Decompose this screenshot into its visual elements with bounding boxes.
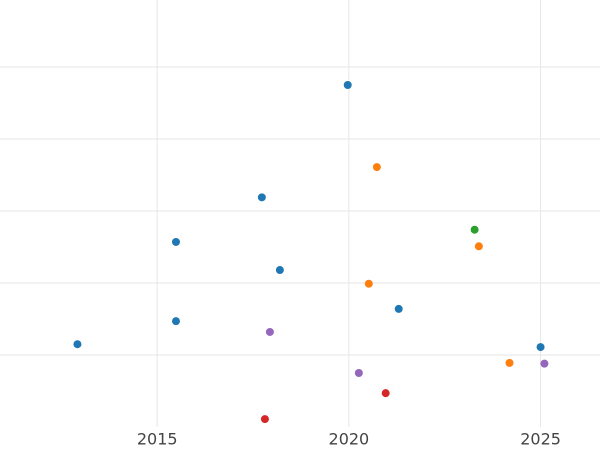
point	[265, 327, 274, 336]
point	[470, 225, 479, 234]
point	[474, 242, 483, 251]
point	[73, 340, 82, 349]
point	[354, 369, 363, 377]
point	[536, 343, 545, 352]
point	[540, 359, 549, 368]
point	[275, 266, 284, 275]
x-tick-label: 2020	[329, 430, 370, 449]
point	[505, 358, 514, 367]
point	[372, 163, 381, 172]
point	[260, 415, 269, 424]
x-tick-label: 2015	[137, 430, 178, 449]
point	[171, 317, 180, 326]
point	[394, 304, 403, 313]
point	[257, 193, 266, 202]
point	[171, 237, 180, 246]
point	[343, 81, 352, 89]
x-tick-label: 2025	[520, 430, 561, 449]
point	[381, 389, 390, 398]
point	[364, 279, 373, 288]
